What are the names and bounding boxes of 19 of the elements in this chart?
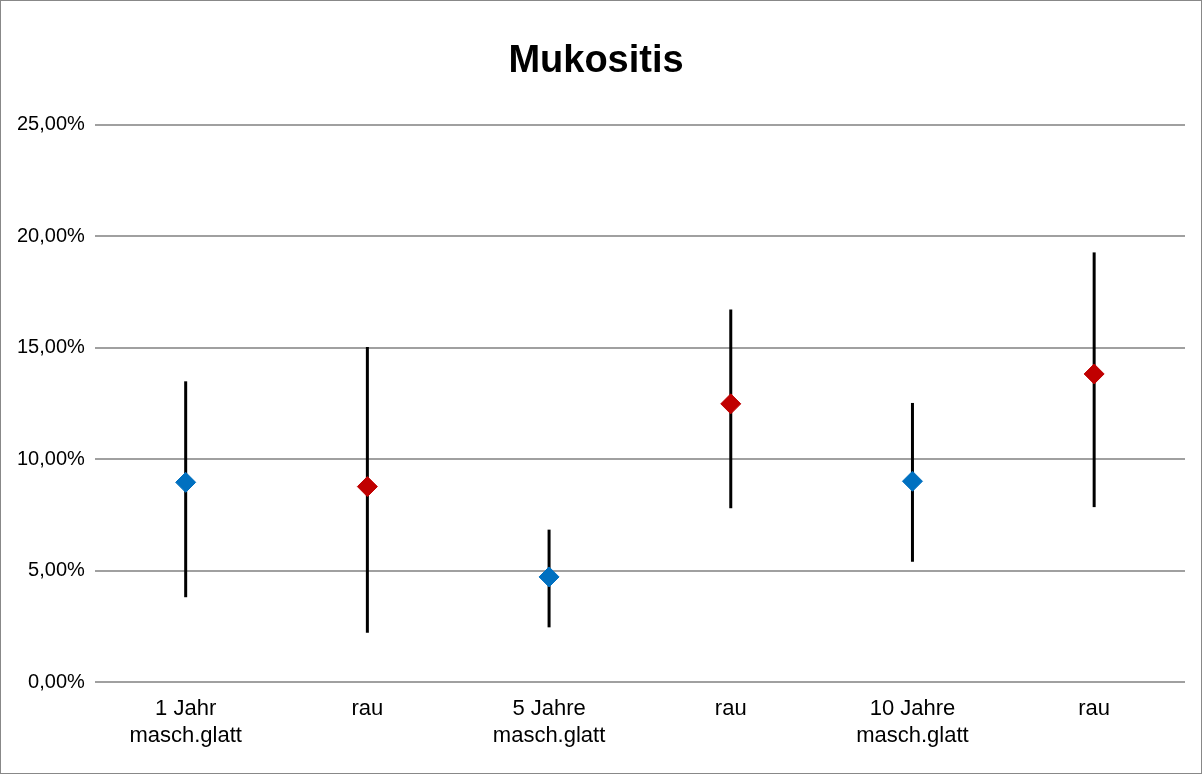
x-tick-label: rau [1078,695,1111,721]
x-tick-label: 10 Jahre masch.glatt [856,695,969,747]
point [901,470,923,492]
y-tick-label: 20,00% [16,223,86,246]
y-tick-label: 0,00% [28,669,86,692]
y-tick-label: 10,00% [16,446,86,469]
point [356,476,378,498]
y-tick-label: 5,00% [28,558,86,581]
chart-title: Mukositis [508,38,684,81]
y-tick-label: 15,00% [16,335,86,358]
y-tick-label: 25,00% [16,112,86,135]
point [175,471,197,493]
point [538,566,560,588]
point [720,393,742,415]
x-tick-label: rau [714,695,747,721]
x-tick-label: 5 Jahre masch.glatt [492,695,606,747]
point [1083,363,1105,385]
x-tick-label: rau [351,695,384,721]
x-tick-label: 1 Jahr masch.glatt [129,695,242,747]
